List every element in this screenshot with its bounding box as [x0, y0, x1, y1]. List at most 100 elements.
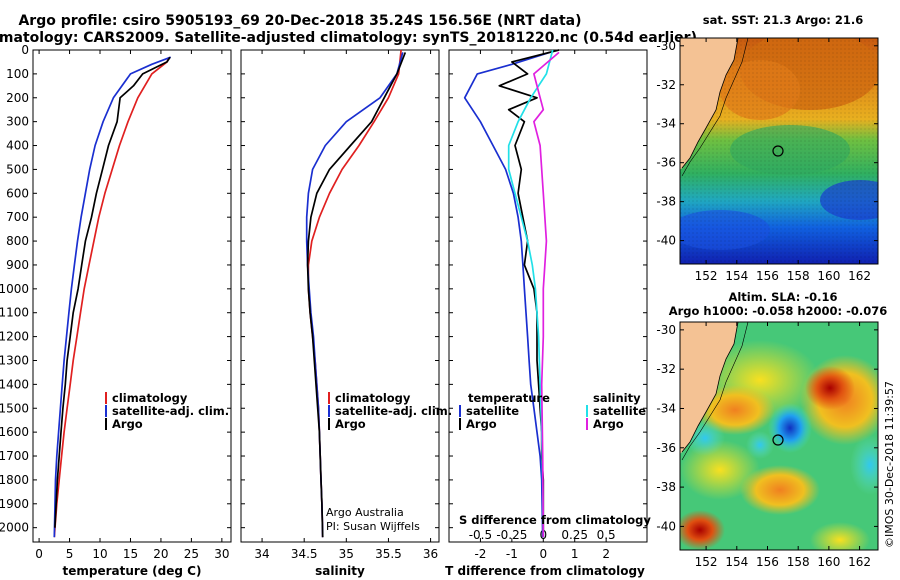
series-line-argo [54, 56, 171, 528]
lon-tick-label: 156 [756, 555, 779, 569]
s-diff-tick-label: -0.5 [469, 528, 492, 542]
x-tick-label: 36 [423, 547, 438, 561]
depth-tick-label: 300 [6, 115, 29, 129]
lat-tick-label: -38 [656, 195, 676, 209]
sla-isobath [681, 322, 749, 461]
x-tick-label: 35.5 [375, 547, 402, 561]
difference-series [463, 49, 560, 538]
sla-warm-3 [740, 465, 820, 515]
depth-tick-label: 1700 [0, 449, 29, 463]
legend-temperature-title: temperature [468, 391, 550, 405]
sst-coastline [681, 38, 739, 169]
series-line-satellite-adj-clim- [53, 56, 171, 538]
x-tick-label: 2 [602, 547, 610, 561]
series-line-salinity-satellite [507, 49, 554, 538]
lat-tick-label: -34 [656, 401, 676, 415]
x-tick-label: 5 [66, 547, 74, 561]
sla-map-frame [679, 321, 879, 551]
x-tick-label: 0 [35, 547, 43, 561]
depth-tick-label: 100 [6, 67, 29, 81]
s-diff-tick-label: 0.25 [561, 528, 588, 542]
lat-tick-label: -40 [656, 234, 676, 248]
sla-map-title-2: Argo h1000: -0.058 h2000: -0.076 [669, 304, 888, 318]
sla-coastline [681, 322, 739, 453]
depth-tick-label: 1900 [0, 497, 29, 511]
imos-credit: ©IMOS 30-Dec-2018 11:39:57 [883, 381, 896, 548]
legend-climatology: climatology [112, 391, 188, 405]
legend-s-satellite: satellite [593, 404, 646, 418]
lat-tick-label: -30 [656, 323, 676, 337]
depth-tick-label: 1800 [0, 473, 29, 487]
depth-tick-label: 1100 [0, 306, 29, 320]
depth-axis: 0 100 200 300 400 500 600 700 800 900 1000 1100 1200… [0, 43, 647, 535]
sla-map [680, 322, 878, 550]
salinity-xlabel: salinity [315, 564, 365, 578]
temperature-panel-frame [32, 49, 232, 543]
depth-tick-label: 1300 [0, 353, 29, 367]
sst-isobath [681, 38, 749, 177]
legend-salinity-title: salinity [593, 391, 641, 405]
figure-title-line1: Argo profile: csiro 5905193_69 20-Dec-20… [18, 13, 581, 29]
lon-tick-label: 158 [787, 555, 810, 569]
legend-satellite: satellite-adj. clim. [335, 404, 452, 418]
sst-map-axes: -30 -32 -34 -36 -38 -40 152 154 156 158 160 162 [656, 38, 878, 283]
lon-tick-label: 162 [848, 555, 871, 569]
depth-tick-label: 2000 [0, 521, 29, 535]
lon-tick-label: 158 [787, 269, 810, 283]
salinity-legend: climatology satellite-adj. clim. Argo [328, 391, 452, 431]
credit-argo-australia: Argo Australia [326, 506, 404, 519]
series-line-climatology [53, 56, 170, 538]
salinity-series [305, 49, 407, 538]
x-tick-label: 1 [571, 547, 579, 561]
depth-tick-label: 700 [6, 210, 29, 224]
x-tick-label: 30 [214, 547, 229, 561]
lon-tick-label: 160 [817, 269, 840, 283]
depth-tick-label: 1500 [0, 401, 29, 415]
lon-tick-label: 154 [725, 555, 748, 569]
lat-tick-label: -32 [656, 362, 676, 376]
temperature-legend: climatology satellite-adj. clim. Argo [105, 391, 229, 431]
legend-t-satellite: satellite [466, 404, 519, 418]
sla-land [680, 322, 738, 454]
depth-tick-label: 1600 [0, 425, 29, 439]
sst-map-title: sat. SST: 21.3 Argo: 21.6 [703, 13, 863, 27]
lat-tick-label: -34 [656, 117, 676, 131]
x-tick-label: 34 [254, 547, 269, 561]
sla-cyan-2 [746, 431, 774, 459]
depth-tick-label: 200 [6, 91, 29, 105]
lon-tick-label: 152 [695, 555, 718, 569]
x-tick-label: 25 [184, 547, 199, 561]
figure-title-line2: Climatology: CARS2009. Satellite-adjuste… [0, 30, 697, 46]
lon-tick-label: 156 [756, 269, 779, 283]
legend-t-argo: Argo [466, 417, 497, 431]
salinity-axis: 34 34.5 35 35.5 36 [254, 50, 438, 561]
x-tick-label: 34.5 [291, 547, 318, 561]
x-tick-label: -1 [506, 547, 518, 561]
depth-tick-label: 900 [6, 258, 29, 272]
lon-tick-label: 154 [725, 269, 748, 283]
sla-float-marker [772, 434, 784, 446]
s-diff-tick-label: 0.5 [597, 528, 616, 542]
sst-land [680, 38, 738, 170]
series-line-temperature-satellite [463, 51, 550, 538]
temperature-axis: 0 5 10 15 20 25 30 [35, 50, 230, 561]
lat-tick-label: -36 [656, 156, 676, 170]
sla-cold-eddy [768, 403, 812, 453]
depth-tick-label: 500 [6, 162, 29, 176]
sla-cyan-3 [850, 435, 878, 495]
series-line-argo [306, 52, 407, 538]
credit-pi: PI: Susan Wijffels [326, 520, 420, 533]
legend-argo: Argo [335, 417, 366, 431]
depth-tick-label: 1200 [0, 330, 29, 344]
difference-panel-frame [448, 49, 648, 543]
lon-tick-label: 152 [695, 269, 718, 283]
depth-tick-label: 600 [6, 186, 29, 200]
x-tick-label: 15 [123, 547, 138, 561]
x-tick-label: 10 [92, 547, 107, 561]
sla-map-axes: -30 -32 -34 -36 -38 -40 152 154 156 158 160 162 [656, 322, 878, 569]
sla-hot-1 [805, 366, 855, 410]
legend-argo: Argo [112, 417, 143, 431]
lon-tick-label: 160 [817, 555, 840, 569]
depth-tick-label: 400 [6, 139, 29, 153]
